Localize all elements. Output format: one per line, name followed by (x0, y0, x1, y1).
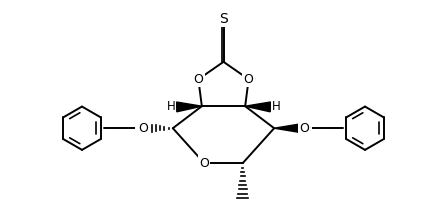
Polygon shape (274, 123, 304, 133)
Text: O: O (244, 73, 253, 86)
Text: S: S (219, 12, 228, 26)
Text: O: O (136, 122, 146, 135)
Text: S: S (219, 12, 228, 26)
Polygon shape (177, 102, 202, 112)
Text: O: O (199, 157, 209, 170)
Text: H: H (271, 100, 280, 113)
Text: O: O (192, 73, 202, 86)
Text: O: O (138, 122, 148, 135)
Polygon shape (245, 102, 270, 112)
Text: O: O (194, 73, 203, 86)
Text: O: O (299, 122, 309, 135)
Text: O: O (245, 73, 255, 86)
Text: H: H (271, 100, 280, 113)
Text: O: O (301, 122, 311, 135)
Text: H: H (167, 100, 176, 113)
Text: H: H (167, 100, 176, 113)
Text: O: O (199, 157, 209, 170)
